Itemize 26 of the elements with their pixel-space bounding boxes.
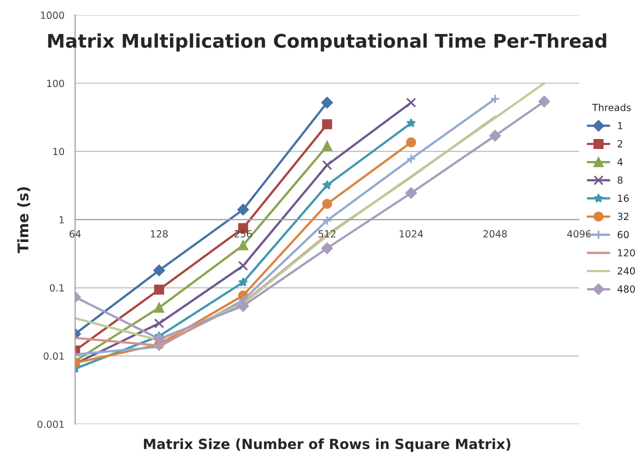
legend-label: 240 bbox=[618, 267, 635, 275]
text: Matrix Multiplication Computational Time Per-Thread bbox=[48, 33, 606, 52]
x-tick-label: 2048 bbox=[483, 230, 507, 238]
legend-label: 2 bbox=[618, 140, 622, 148]
y-tick-label: 100 bbox=[47, 80, 64, 88]
legend-label: 32 bbox=[618, 212, 628, 220]
y-axis-title: Time (s) bbox=[17, 187, 30, 254]
y-tick-label: 1000 bbox=[41, 12, 64, 19]
y-tick-label: 10 bbox=[53, 148, 64, 156]
legend-label: 120 bbox=[618, 249, 635, 256]
x-tick-label: 128 bbox=[150, 230, 168, 238]
x-tick-label: 1024 bbox=[400, 230, 423, 238]
y-tick-label: 0.1 bbox=[50, 284, 64, 292]
legend-label: 1 bbox=[618, 122, 622, 130]
legend-label: 16 bbox=[618, 194, 629, 202]
x-tick-label: 64 bbox=[70, 230, 81, 238]
legend-label: 4 bbox=[617, 158, 623, 166]
legend-label: 480 bbox=[617, 285, 635, 293]
y-tick-label: 1 bbox=[60, 216, 64, 224]
y-tick-label: 0.001 bbox=[38, 420, 64, 428]
legend-label: 60 bbox=[618, 230, 629, 238]
x-tick-label: 4096 bbox=[567, 230, 591, 238]
x-axis-title: Matrix Size (Number of Rows in Square Matrix) bbox=[144, 438, 510, 452]
legend-title: Threads bbox=[592, 104, 631, 112]
y-tick-label: 0.01 bbox=[44, 352, 64, 360]
legend-label: 8 bbox=[618, 176, 623, 184]
